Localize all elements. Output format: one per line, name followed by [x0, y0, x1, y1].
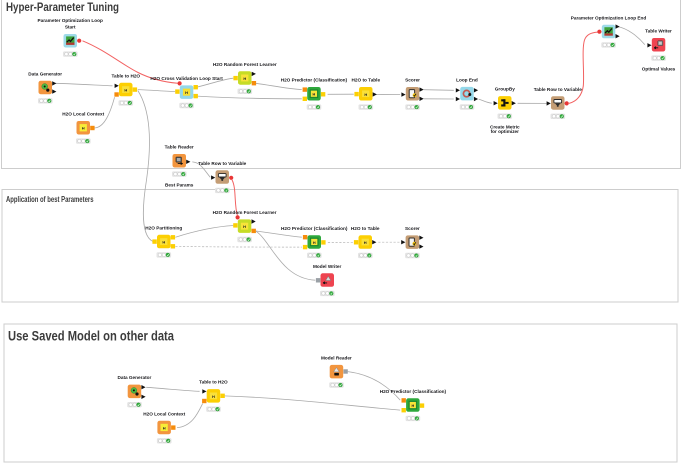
svg-text:H2O to Table: H2O to Table [351, 226, 380, 231]
svg-text:H: H [162, 240, 165, 245]
svg-text:Optimal Values: Optimal Values [642, 67, 676, 72]
svg-text:H2O Partitioning: H2O Partitioning [145, 225, 182, 230]
svg-text:Scorer: Scorer [405, 78, 420, 83]
svg-text:for optimizer: for optimizer [491, 129, 520, 134]
svg-text:H2O Local Context: H2O Local Context [143, 411, 185, 416]
svg-text:Parameter Optimization Loop En: Parameter Optimization Loop End [571, 15, 647, 20]
svg-text:H: H [243, 224, 246, 229]
svg-text:Table to H2O: Table to H2O [112, 73, 141, 78]
svg-text:Model Reader: Model Reader [321, 356, 352, 361]
svg-text:H: H [185, 90, 188, 95]
svg-text:H: H [412, 404, 415, 408]
svg-text:Table Writer: Table Writer [645, 29, 672, 34]
svg-text:H2O Random Forest Learner: H2O Random Forest Learner [213, 62, 277, 67]
svg-text:Create Metric: Create Metric [490, 125, 520, 130]
svg-text:H: H [243, 76, 246, 81]
svg-text:H2O Predictor (Classification): H2O Predictor (Classification) [281, 226, 348, 231]
svg-text:Parameter Optimization Loop: Parameter Optimization Loop [38, 18, 104, 23]
svg-text:Application of best Parameters: Application of best Parameters [6, 195, 94, 204]
svg-text:GroupBy: GroupBy [495, 87, 515, 92]
svg-text:Model Writer: Model Writer [313, 264, 341, 269]
svg-text:Use Saved Model on other data: Use Saved Model on other data [8, 328, 174, 344]
svg-text:Table Row to Variable: Table Row to Variable [198, 161, 246, 166]
svg-text:Table to H2O: Table to H2O [199, 380, 228, 385]
svg-text:Data Generator: Data Generator [28, 71, 62, 76]
svg-text:H2O Local Context: H2O Local Context [62, 112, 104, 117]
svg-text:H: H [82, 126, 85, 131]
svg-text:H2O Predictor (Classification): H2O Predictor (Classification) [281, 78, 348, 83]
svg-text:Start: Start [65, 25, 76, 30]
svg-text:H2O Predictor (Classification): H2O Predictor (Classification) [380, 389, 447, 394]
svg-text:H: H [163, 425, 166, 430]
svg-text:H: H [124, 88, 127, 93]
svg-text:Hyper-Parameter Tuning: Hyper-Parameter Tuning [6, 0, 119, 14]
svg-text:Scorer: Scorer [405, 226, 420, 231]
svg-text:H: H [212, 394, 215, 399]
svg-text:Table Reader: Table Reader [165, 145, 194, 150]
svg-text:H: H [313, 93, 316, 97]
svg-text:H: H [364, 240, 367, 245]
svg-text:Data Generator: Data Generator [117, 375, 151, 380]
svg-text:Loop End: Loop End [456, 78, 478, 83]
svg-text:H2O Random Forest Learner: H2O Random Forest Learner [213, 210, 277, 215]
svg-text:H: H [313, 241, 316, 245]
svg-text:Table Row to Variable: Table Row to Variable [534, 87, 582, 92]
svg-text:H2O Cross Validation Loop Star: H2O Cross Validation Loop Start [150, 76, 223, 81]
svg-text:H: H [364, 92, 367, 97]
svg-text:Best Params: Best Params [165, 183, 194, 188]
svg-text:H2O to Table: H2O to Table [352, 78, 381, 83]
